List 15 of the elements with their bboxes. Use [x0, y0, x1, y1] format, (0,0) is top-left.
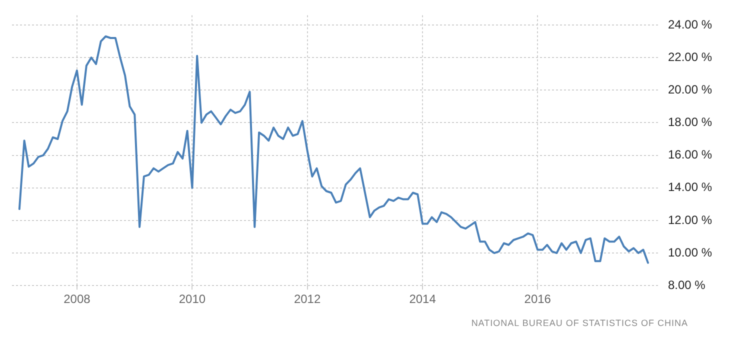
y-tick-label: 24.00 %	[668, 17, 712, 32]
x-tick-label: 2012	[294, 292, 321, 306]
y-tick-label: 20.00 %	[668, 82, 712, 96]
x-tick-label: 2014	[409, 292, 436, 306]
x-tick-label: 2016	[524, 292, 552, 306]
y-tick-label: 18.00 %	[668, 115, 712, 130]
y-tick-label: 12.00 %	[668, 212, 712, 227]
x-tick-label: 2008	[64, 292, 91, 306]
text: NATIONAL BUREAU OF STATISTICS OF CHINA	[471, 318, 688, 328]
y-tick-label: 22.00 %	[668, 50, 712, 64]
y-tick-label: 16.00 %	[668, 148, 712, 162]
x-tick-label: 2010	[178, 292, 206, 306]
y-tick-label: 8.00 %	[668, 278, 706, 292]
y-tick-label: 14.00 %	[668, 180, 712, 194]
y-tick-label: 10.00 %	[668, 245, 712, 260]
